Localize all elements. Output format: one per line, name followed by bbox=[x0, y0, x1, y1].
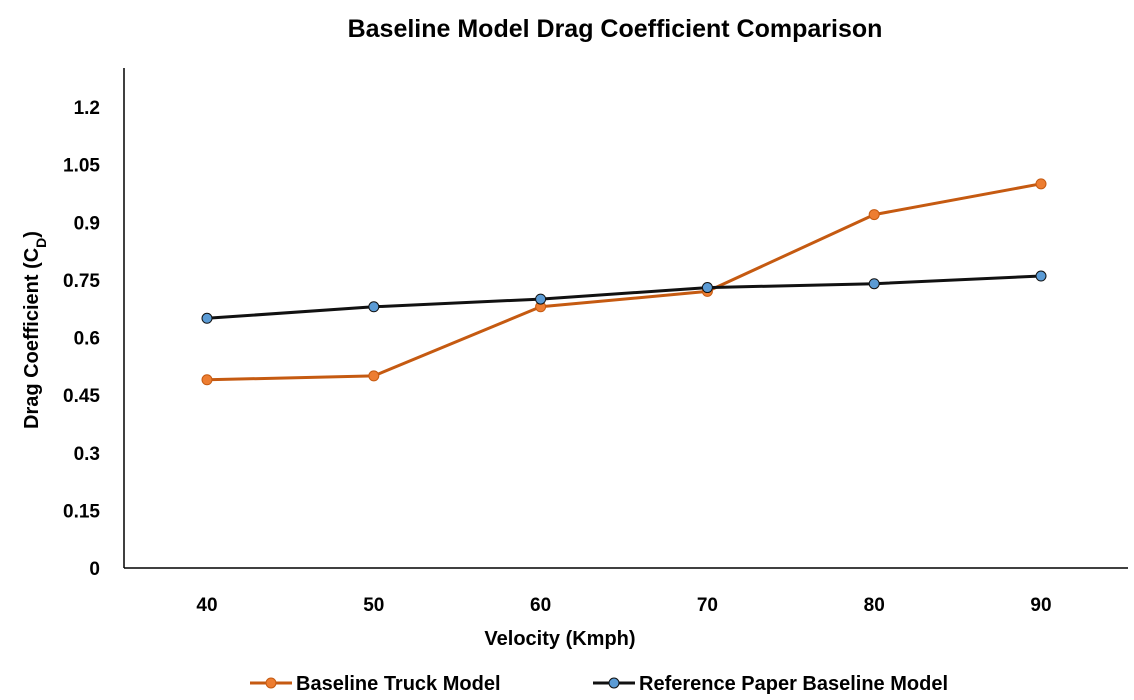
y-tick-label: 0.15 bbox=[63, 501, 100, 522]
y-tick-label: 0.6 bbox=[74, 329, 100, 350]
y-axis-label-main: Drag Coefficient (C bbox=[21, 248, 43, 429]
y-tick-label: 0 bbox=[89, 559, 100, 580]
y-tick-label: 1.2 bbox=[74, 98, 100, 119]
data-point-reference-paper bbox=[201, 312, 213, 324]
y-tick-label: 1.05 bbox=[63, 156, 100, 177]
legend-label-baseline-truck: Baseline Truck Model bbox=[296, 673, 501, 695]
data-point-reference-paper bbox=[1035, 270, 1047, 282]
y-tick-labels: 0 0.15 0.3 0.45 0.6 0.75 0.9 1.05 1.2 bbox=[63, 98, 100, 580]
legend-item-baseline-truck: Baseline Truck Model bbox=[250, 673, 501, 695]
x-tick-labels: 40 50 60 70 80 90 bbox=[196, 595, 1051, 616]
series-line-baseline-truck bbox=[206, 182, 1042, 382]
data-point-reference-paper bbox=[535, 293, 547, 305]
x-tick-label: 40 bbox=[196, 595, 217, 616]
y-tick-label: 0.3 bbox=[74, 444, 100, 465]
legend-item-reference-paper: Reference Paper Baseline Model bbox=[593, 673, 948, 695]
data-point-reference-paper bbox=[368, 301, 380, 313]
x-tick-label: 50 bbox=[363, 595, 384, 616]
series-line-reference-paper bbox=[206, 274, 1042, 320]
data-point-baseline-truck bbox=[1035, 178, 1047, 190]
x-axis-label: Velocity (Kmph) bbox=[484, 628, 635, 650]
y-tick-label: 0.9 bbox=[74, 213, 100, 234]
y-tick-label: 0.75 bbox=[63, 271, 100, 292]
data-point-baseline-truck bbox=[368, 370, 380, 382]
y-axis-label-close: ) bbox=[21, 231, 43, 238]
y-axis-label: Drag Coefficient (CD) bbox=[21, 231, 49, 429]
x-tick-label: 60 bbox=[530, 595, 551, 616]
y-tick-label: 0.45 bbox=[63, 386, 100, 407]
data-point-reference-paper bbox=[868, 278, 880, 290]
data-point-baseline-truck bbox=[868, 209, 880, 221]
chart-title: Baseline Model Drag Coefficient Comparis… bbox=[348, 15, 883, 43]
data-point-reference-paper bbox=[701, 282, 713, 294]
legend-swatch-marker-reference-paper bbox=[608, 677, 620, 689]
legend-label-reference-paper: Reference Paper Baseline Model bbox=[639, 673, 948, 695]
legend-swatch-marker-baseline-truck bbox=[265, 677, 277, 689]
legend: Baseline Truck Model Reference Paper Bas… bbox=[250, 673, 948, 695]
y-axis-label-subscript: D bbox=[33, 238, 49, 248]
x-tick-label: 80 bbox=[864, 595, 885, 616]
x-tick-label: 90 bbox=[1030, 595, 1051, 616]
x-tick-label: 70 bbox=[697, 595, 718, 616]
series-layer bbox=[201, 178, 1047, 386]
data-point-baseline-truck bbox=[201, 374, 213, 386]
